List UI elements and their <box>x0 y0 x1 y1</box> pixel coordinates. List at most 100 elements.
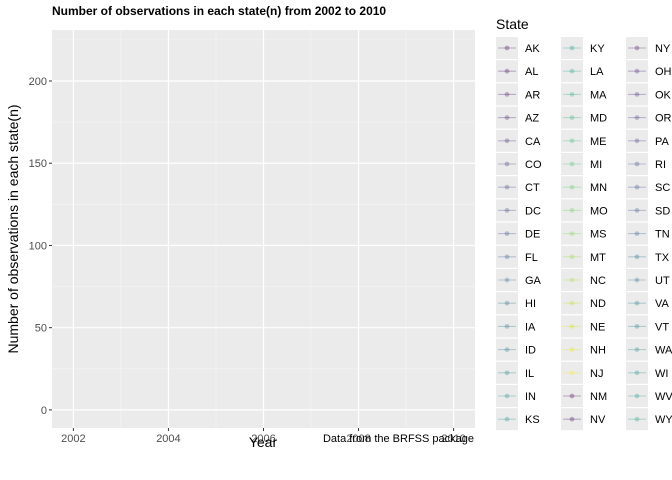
legend-key <box>626 315 648 338</box>
x-tick-label: 2006 <box>251 433 275 445</box>
legend-key <box>496 106 518 129</box>
legend-item-WI: WI <box>626 361 668 384</box>
legend-key-point <box>504 324 510 329</box>
legend-label: SD <box>655 205 670 217</box>
legend-key-point <box>504 115 510 120</box>
legend-label: NH <box>590 345 606 357</box>
legend-key-point <box>504 347 510 352</box>
legend-key-point <box>504 277 510 283</box>
legend-key-point <box>634 300 640 306</box>
legend-title: State <box>496 16 529 32</box>
legend-item-SC: SC <box>626 176 670 199</box>
legend-item-NJ: NJ <box>561 361 603 384</box>
legend-item-CA: CA <box>496 129 541 152</box>
legend-label: MS <box>590 229 607 241</box>
legend-item-NC: NC <box>561 269 606 291</box>
legend-key-point <box>634 115 640 120</box>
legend-label: WV <box>655 391 672 403</box>
legend-key-point <box>634 68 640 74</box>
legend: AK AL AR AZ CA CO CT DC DE FL GA HI IA ID IL IN KS KY LA MA… <box>496 37 672 431</box>
legend-item-DE: DE <box>496 222 540 245</box>
y-tick-label: 100 <box>29 240 47 252</box>
legend-key-point <box>634 92 640 97</box>
legend-item-TX: TX <box>626 245 670 268</box>
legend-item-WV: WV <box>626 385 672 407</box>
legend-key-point <box>569 370 575 376</box>
y-tick-label: 50 <box>35 323 47 335</box>
legend-label: DE <box>525 229 540 241</box>
legend-key <box>496 83 518 106</box>
legend-key <box>561 176 583 199</box>
y-tick-label: 200 <box>29 76 47 88</box>
legend-label: AZ <box>525 113 539 125</box>
legend-label: NC <box>590 275 606 287</box>
legend-key-point <box>504 370 510 376</box>
legend-item-OK: OK <box>626 83 672 106</box>
legend-key <box>496 361 518 384</box>
legend-label: WA <box>655 345 672 357</box>
x-axis-label: Year <box>249 434 278 450</box>
legend-key-point <box>569 115 575 120</box>
y-tick-label: 0 <box>41 405 47 417</box>
x-tick-label: 2010 <box>441 433 465 445</box>
legend-item-VT: VT <box>626 315 669 338</box>
legend-key-point <box>569 416 575 422</box>
legend-label: DC <box>525 205 541 217</box>
legend-item-OR: OR <box>626 106 672 129</box>
x-tick-label: 2002 <box>61 433 85 445</box>
axes: 2002 2004 2006 2008 2010 0 50 100 150 200 <box>29 76 466 445</box>
legend-label: OK <box>655 89 672 101</box>
legend-key-point <box>504 300 510 306</box>
legend-label: WI <box>655 368 668 380</box>
legend-item-MA: MA <box>561 83 607 106</box>
legend-key <box>561 129 583 152</box>
legend-label: MN <box>590 182 607 194</box>
legend-item-ME: ME <box>561 129 607 152</box>
legend-key-point <box>504 416 510 422</box>
legend-key <box>626 83 648 106</box>
legend-item-AK: AK <box>496 37 540 59</box>
legend-key <box>496 199 518 222</box>
legend-label: NV <box>590 414 606 426</box>
legend-key-point <box>634 184 640 190</box>
legend-label: NJ <box>590 368 603 380</box>
legend-label: NM <box>590 391 607 403</box>
legend-key <box>561 37 583 59</box>
legend-item-SD: SD <box>626 199 670 222</box>
legend-label: RI <box>655 159 666 171</box>
legend-key <box>561 315 583 338</box>
legend-label: PA <box>655 136 670 148</box>
legend-key <box>626 269 648 291</box>
legend-key-point <box>634 208 640 213</box>
legend-key <box>496 315 518 338</box>
y-axis-label: Number of observations in each state(n) <box>5 104 21 353</box>
legend-key-point <box>634 370 640 376</box>
legend-item-TN: TN <box>626 222 670 245</box>
legend-key-point <box>634 347 640 352</box>
legend-key-point <box>634 277 640 283</box>
legend-label: UT <box>655 275 670 287</box>
legend-item-UT: UT <box>626 269 670 291</box>
legend-label: AK <box>525 43 540 55</box>
legend-key-point <box>504 92 510 97</box>
legend-item-ND: ND <box>561 292 606 315</box>
legend-label: NY <box>655 43 671 55</box>
legend-label: FL <box>525 252 538 264</box>
legend-key-point <box>569 393 575 399</box>
x-tick-label: 2004 <box>156 433 180 445</box>
legend-item-NV: NV <box>561 408 606 431</box>
legend-key <box>496 269 518 291</box>
legend-item-IA: IA <box>496 315 536 338</box>
legend-key <box>496 292 518 315</box>
legend-item-MO: MO <box>561 199 608 222</box>
legend-item-MT: MT <box>561 245 606 268</box>
legend-label: MA <box>590 89 607 101</box>
legend-key <box>561 222 583 245</box>
legend-item-AZ: AZ <box>496 106 539 129</box>
legend-item-ID: ID <box>496 338 536 361</box>
legend-key <box>626 245 648 268</box>
legend-label: ID <box>525 345 536 357</box>
legend-key <box>496 37 518 59</box>
legend-item-WA: WA <box>626 338 672 361</box>
